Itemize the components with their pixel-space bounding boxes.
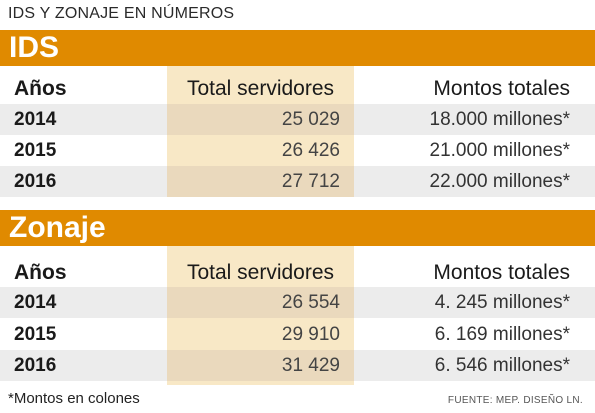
zonaje-header-row: Años Total servidores Montos totales: [0, 257, 595, 288]
zonaje-year-2014: 2014: [14, 292, 57, 313]
ids-header-total-servidores: Total servidores: [186, 77, 335, 100]
zonaje-header-total-servidores: Total servidores: [186, 261, 335, 284]
ids-banner: IDS: [0, 30, 595, 66]
ids-header-row: Años Total servidores Montos totales: [0, 73, 595, 104]
ids-servidores-2015: 26 426: [281, 140, 340, 161]
zonaje-montos-2014: 4. 245 millones*: [434, 292, 570, 313]
ids-servidores-2014: 25 029: [167, 104, 354, 135]
zonaje-row-2014: 2014 26 554 4. 245 millones*: [0, 287, 595, 318]
zonaje-servidores-2015: 29 910: [281, 324, 340, 345]
zonaje-section: Zonaje Años Total servidores Montos tota…: [0, 210, 595, 385]
zonaje-montos-2016: 6. 546 millones*: [434, 355, 570, 376]
ids-year-2014: 2014: [14, 109, 57, 130]
zonaje-year-2016: 2016: [14, 355, 57, 376]
ids-year-2016: 2016: [14, 171, 57, 192]
zonaje-servidores-2014: 26 554: [167, 287, 354, 318]
zonaje-montos-2015: 6. 169 millones*: [434, 324, 570, 345]
footnote: *Montos en colones: [8, 390, 140, 407]
ids-year-2015: 2015: [14, 140, 57, 161]
ids-header-montos-totales: Montos totales: [433, 77, 570, 100]
zonaje-row-2016: 2016 31 429 6. 546 millones*: [0, 350, 595, 381]
ids-header-years: Años: [14, 77, 67, 100]
zonaje-row-2015: 2015 29 910 6. 169 millones*: [0, 319, 595, 350]
zonaje-servidores-2016: 31 429: [167, 350, 354, 381]
source-credit: FUENTE: MEP. DISEÑO LN.: [447, 395, 583, 406]
zonaje-header-years: Años: [14, 261, 67, 284]
ids-montos-2014: 18.000 millones*: [429, 109, 570, 130]
page-title: IDS Y ZONAJE EN NÚMEROS: [8, 5, 235, 22]
ids-montos-2016: 22.000 millones*: [429, 171, 570, 192]
ids-row-2014: 2014 25 029 18.000 millones*: [0, 104, 595, 135]
ids-section: IDS Años Total servidores Montos totales…: [0, 30, 595, 197]
ids-row-2015: 2015 26 426 21.000 millones*: [0, 135, 595, 166]
ids-servidores-2016: 27 712: [167, 166, 354, 197]
ids-row-2016: 2016 27 712 22.000 millones*: [0, 166, 595, 197]
ids-montos-2015: 21.000 millones*: [429, 140, 570, 161]
zonaje-year-2015: 2015: [14, 324, 57, 345]
zonaje-banner: Zonaje: [0, 210, 595, 246]
zonaje-header-montos-totales: Montos totales: [433, 261, 570, 284]
